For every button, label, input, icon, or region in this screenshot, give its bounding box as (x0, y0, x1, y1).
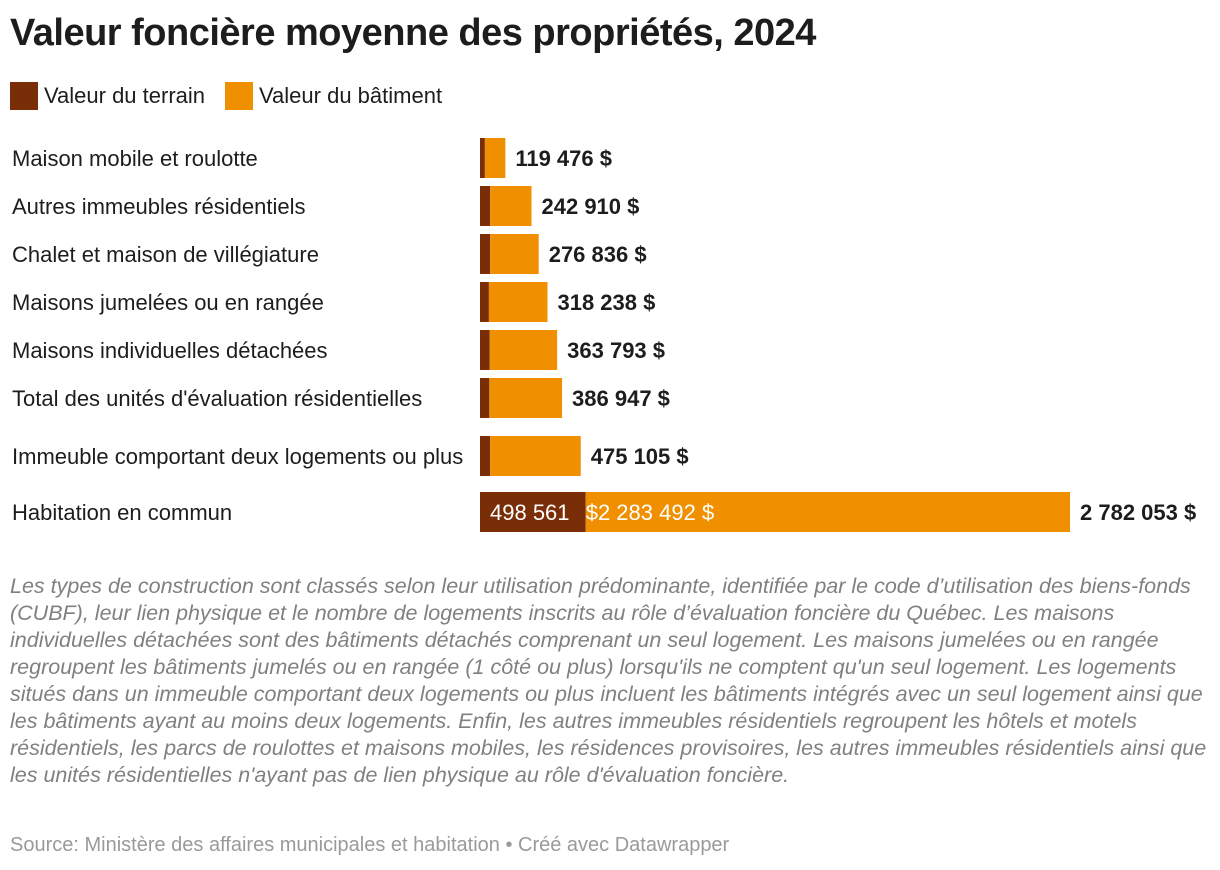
chart-notes: Les types de construction sont classés s… (10, 574, 1207, 787)
legend-swatch-batiment (225, 82, 254, 110)
category-label-immeuble-comportant-deux-logements-ou-plus: Immeuble comportant deux logements ou pl… (12, 444, 463, 469)
bar-valeur-du-batiment-total-des-unites-d-evaluation-residentielles (489, 378, 563, 418)
legend-swatch-terrain (10, 82, 38, 110)
source-line: Source: Ministère des affaires municipal… (10, 834, 730, 856)
legend: Valeur du terrain Valeur du bâtiment (10, 82, 462, 110)
category-label-habitation-en-commun: Habitation en commun (12, 500, 232, 525)
bar-valeur-du-batiment-habitation-en-commun (585, 492, 1070, 532)
category-label-maisons-individuelles-detachees: Maisons individuelles détachées (12, 338, 328, 363)
bar-valeur-du-terrain-maisons-individuelles-detachees (480, 330, 490, 370)
bar-valeur-du-terrain-immeuble-comportant-deux-logements-ou-plus (480, 436, 491, 476)
bar-valeur-du-terrain-habitation-en-commun (480, 492, 586, 532)
total-label-maisons-jumelees-ou-en-rangee: 318 238 $ (557, 290, 655, 315)
bar-valeur-du-batiment-maison-mobile-et-roulotte (484, 138, 506, 178)
total-label-maisons-individuelles-detachees: 363 793 $ (567, 338, 665, 363)
total-label-maison-mobile-et-roulotte: 119 476 $ (515, 146, 612, 171)
inner-label-valeur-du-batiment: $2 283 492 $ (586, 500, 714, 525)
bar-valeur-du-terrain-maison-mobile-et-roulotte (480, 138, 485, 178)
bar-valeur-du-batiment-immeuble-comportant-deux-logements-ou-plus (490, 436, 581, 476)
total-label-chalet-et-maison-de-villegiature: 276 836 $ (549, 242, 647, 267)
bar-valeur-du-terrain-maisons-jumelees-ou-en-rangee (480, 282, 489, 322)
total-label-total-des-unites-d-evaluation-residentielles: 386 947 $ (572, 386, 670, 411)
legend-label-batiment: Valeur du bâtiment (259, 83, 443, 108)
bar-valeur-du-terrain-autres-immeubles-residentiels (480, 186, 491, 226)
category-label-maison-mobile-et-roulotte: Maison mobile et roulotte (12, 146, 258, 171)
total-label-habitation-en-commun: 2 782 053 $ (1080, 500, 1196, 525)
category-label-total-des-unites-d-evaluation-residentielles: Total des unités d'évaluation résidentie… (12, 386, 422, 411)
chart-title: Valeur foncière moyenne des propriétés, … (10, 12, 816, 54)
total-label-autres-immeubles-residentiels: 242 910 $ (542, 194, 640, 219)
bar-valeur-du-batiment-maisons-jumelees-ou-en-rangee (488, 282, 548, 322)
category-label-autres-immeubles-residentiels: Autres immeubles résidentiels (12, 194, 305, 219)
bar-valeur-du-batiment-autres-immeubles-residentiels (490, 186, 532, 226)
bar-valeur-du-terrain-total-des-unites-d-evaluation-residentielles (480, 378, 490, 418)
bar-valeur-du-batiment-chalet-et-maison-de-villegiature (490, 234, 539, 274)
legend-item-terrain: Valeur du terrain (10, 82, 205, 110)
total-label-immeuble-comportant-deux-logements-ou-plus: 475 105 $ (591, 444, 689, 469)
legend-label-terrain: Valeur du terrain (44, 83, 206, 108)
inner-label-valeur-du-terrain: 498 561 (490, 500, 570, 525)
category-label-maisons-jumelees-ou-en-rangee: Maisons jumelées ou en rangée (12, 290, 324, 315)
bar-valeur-du-batiment-maisons-individuelles-detachees (489, 330, 558, 370)
legend-item-batiment: Valeur du bâtiment (225, 82, 442, 110)
category-label-chalet-et-maison-de-villegiature: Chalet et maison de villégiature (12, 242, 319, 267)
bar-valeur-du-terrain-chalet-et-maison-de-villegiature (480, 234, 491, 274)
bar-chart: Maison mobile et roulotte 119 476 $ Autres… (12, 138, 1196, 532)
